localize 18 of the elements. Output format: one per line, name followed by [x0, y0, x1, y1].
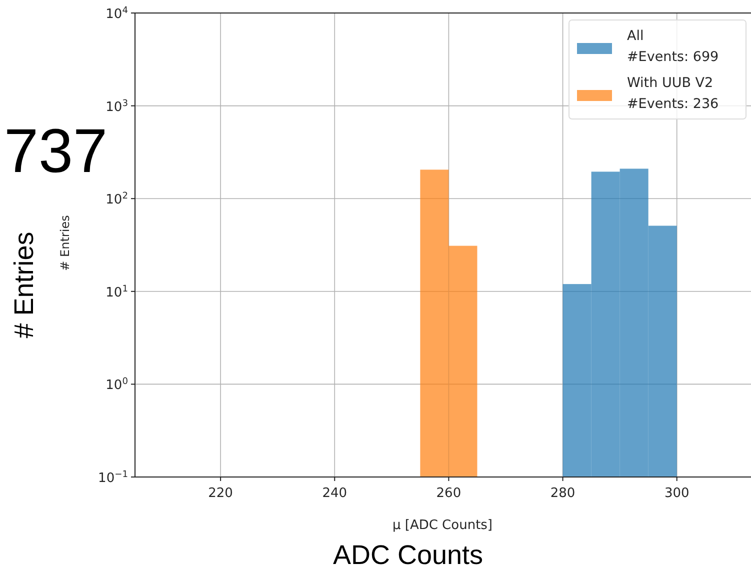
text: ADC Counts — [332, 540, 484, 568]
x-tick-label: 240 — [322, 486, 348, 501]
x-tick-label: 220 — [208, 486, 233, 501]
y-tick-label: 10$^{2}$ — [106, 192, 128, 208]
y-axis-title: # Entries — [58, 215, 72, 271]
y-tick-label: 10$^{1}$ — [106, 284, 128, 300]
y-tick-label: 10$^{0}$ — [106, 377, 128, 394]
x-tick-label: 300 — [664, 486, 690, 501]
text: 737 — [4, 117, 108, 186]
x-tick-label: 280 — [550, 486, 576, 501]
x-axis-title: μ [ADC Counts] — [392, 518, 493, 533]
legend-label: All #Events: 699 — [627, 28, 719, 65]
text: # Entries — [9, 232, 39, 338]
x-tick-label: 260 — [436, 486, 462, 501]
legend-label: With UUB V2 #Events: 236 — [627, 75, 719, 112]
y-tick-label: 10$^{−1}$ — [98, 470, 128, 486]
y-tick-label: 10$^{3}$ — [106, 98, 128, 115]
y-tick-label: 10$^{4}$ — [106, 6, 128, 22]
